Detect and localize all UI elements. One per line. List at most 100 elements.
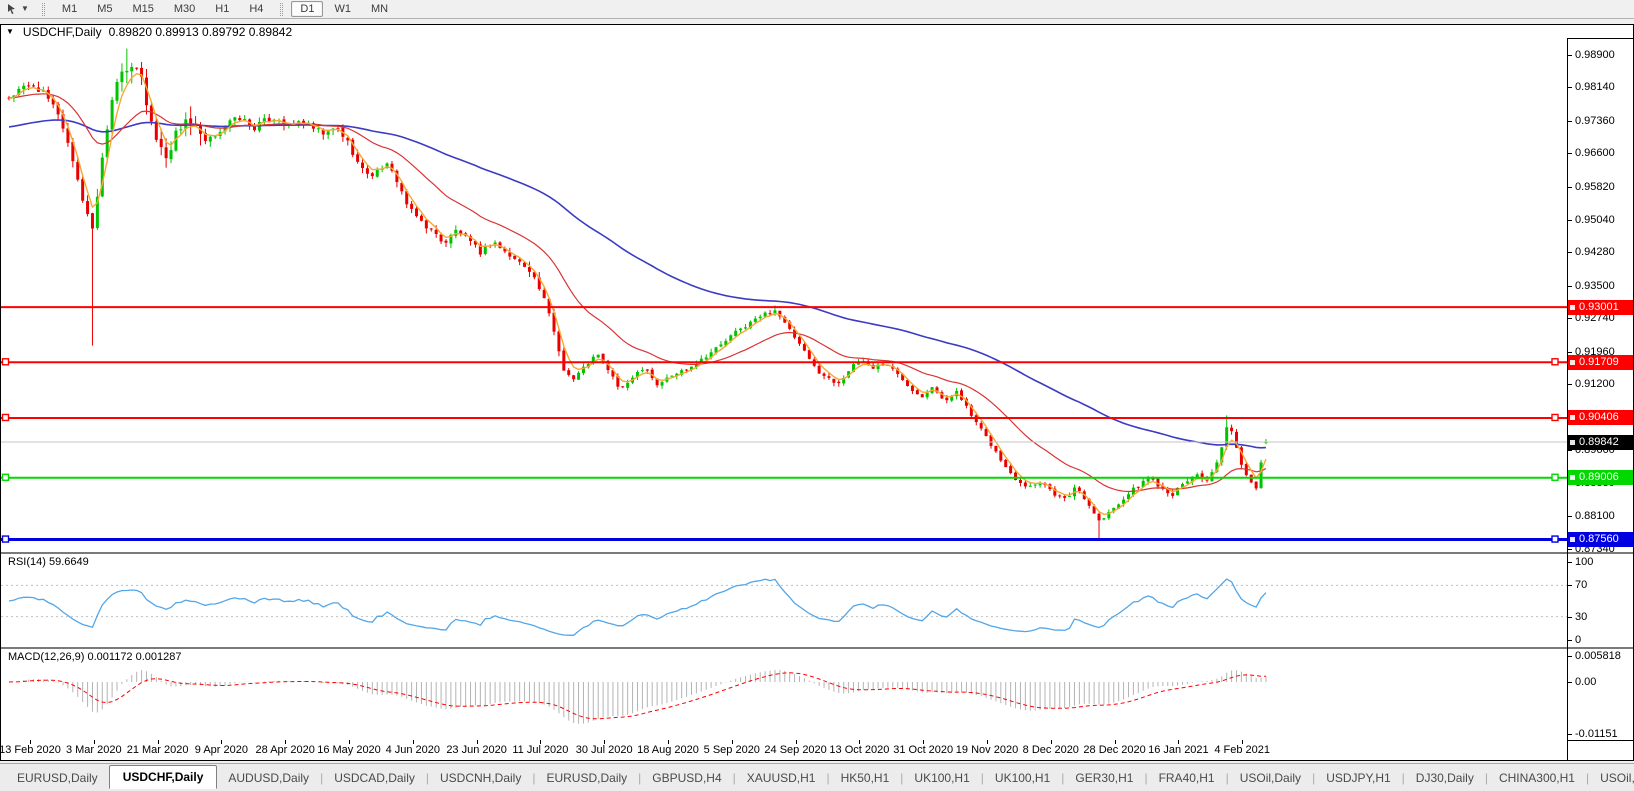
current-price-badge[interactable]: 0.89842 (1568, 434, 1633, 450)
date-axis-tick (349, 740, 350, 744)
chart-tab-label: EURUSD,Daily (546, 770, 628, 785)
timeframe-button-m5[interactable]: M5 (97, 3, 113, 15)
price-axis-tick (1568, 219, 1572, 221)
chart-tab-usdcnh-daily[interactable]: USDCNH,Daily (429, 764, 532, 791)
chart-tab-label: HK50,H1 (840, 770, 890, 785)
rsi-axis-label: 70 (1575, 579, 1588, 592)
line-marker-square (1570, 304, 1575, 310)
level-price-badge[interactable]: 0.89006 (1568, 470, 1633, 486)
chart-tab-label: GER30,H1 (1075, 770, 1134, 785)
line-marker-square (1570, 439, 1575, 445)
date-axis-tick (540, 740, 542, 744)
chart-ohlc-values: 0.89820 0.89913 0.89792 0.89842 (108, 24, 293, 39)
chart-tab-china300-h1[interactable]: CHINA300,H1 (1488, 764, 1586, 791)
level-price-badge[interactable]: 0.91709 (1568, 354, 1633, 370)
tab-separator: | (826, 770, 830, 785)
macd-indicator-canvas[interactable] (1, 649, 1567, 740)
price-axis-tick (1568, 548, 1572, 550)
collapse-marker-icon[interactable]: ▼ (6, 27, 14, 36)
timeframe-button-m30[interactable]: M30 (173, 3, 196, 15)
tab-separator: | (638, 770, 642, 785)
chart-tab-xauusd-h1[interactable]: XAUUSD,H1 (736, 764, 827, 791)
price-axis-label: 0.97360 (1575, 114, 1615, 127)
panel-separator[interactable] (1, 552, 1633, 554)
chart-tab-eurusd-daily[interactable]: EURUSD,Daily (535, 764, 638, 791)
chart-tab-label: FRA40,H1 (1158, 770, 1215, 785)
line-anchor-square (1551, 413, 1559, 422)
crosshair-tool-icon[interactable] (6, 3, 18, 15)
timeframe-button-w1[interactable]: W1 (334, 3, 351, 15)
price-axis-tick (1568, 285, 1572, 287)
candlesticks (7, 48, 1268, 540)
level-price-badge[interactable]: 0.87560 (1568, 532, 1633, 548)
price-axis-tick (1568, 384, 1572, 386)
chart-tab-usdcad-daily[interactable]: USDCAD,Daily (323, 764, 426, 791)
chart-tab-dj30-daily[interactable]: DJ30,Daily (1405, 764, 1485, 791)
date-axis-tick (221, 740, 223, 744)
date-axis[interactable]: 13 Feb 2020 3 Mar 2020 21 Mar 2020 9 Apr 20… (0, 740, 1567, 760)
timeframe-button-mn[interactable]: MN (370, 3, 389, 15)
chart-tab-usdjpy-h1[interactable]: USDJPY,H1 (1315, 764, 1401, 791)
top-toolbar: ▼ M1 M5 M15 M30 H1 H4 D1 W1 MN (0, 0, 1634, 19)
price-axis-label: 0.95040 (1575, 213, 1615, 226)
chart-tab-audusd-daily[interactable]: AUDUSD,Daily (217, 764, 320, 791)
rsi-axis-label: 30 (1575, 610, 1588, 623)
chart-tab-label: USDCHF,Daily (108, 765, 218, 789)
price-axis-tick (1568, 120, 1572, 122)
price-axis-tick (1568, 87, 1572, 89)
date-axis-tick (412, 740, 414, 744)
macd-axis-label: 0.005818 (1575, 649, 1621, 662)
timeframe-button-h4[interactable]: H4 (249, 3, 264, 15)
date-axis-tick (285, 740, 287, 744)
level-price-badge[interactable]: 0.93001 (1568, 299, 1633, 315)
chart-tab-uk100-h1[interactable]: UK100,H1 (984, 764, 1061, 791)
chart-tab-fra40-h1[interactable]: FRA40,H1 (1148, 764, 1226, 791)
timeframe-button-m1[interactable]: M1 (61, 3, 78, 15)
macd-axis-label: -0.01151 (1575, 727, 1618, 740)
line-anchor-square (1551, 535, 1559, 543)
macd-label: MACD(12,26,9) 0.001172 0.001287 (8, 651, 182, 663)
price-axis-tick (1568, 516, 1572, 518)
tab-separator: | (1144, 770, 1148, 785)
line-marker-square (1570, 475, 1575, 481)
timeframe-button-m15[interactable]: M15 (132, 3, 154, 15)
timeframe-button-group: M1 M5 M15 M30 H1 H4 D1 W1 MN (52, 1, 398, 17)
chart-tab-uk100-h1[interactable]: UK100,H1 (903, 764, 980, 791)
chart-tab-label: CHINA300,H1 (1498, 770, 1575, 785)
price-axis-tick (1568, 318, 1572, 320)
macd-axis-label: 0.00 (1575, 676, 1597, 688)
chart-tab-usoil-daily[interactable]: USOil,Daily (1229, 764, 1312, 791)
date-axis-tick (1178, 740, 1180, 744)
date-axis-tick (1050, 740, 1052, 744)
panel-separator[interactable] (1, 647, 1633, 649)
tab-separator: | (1225, 770, 1229, 785)
timeframe-button-d1[interactable]: D1 (291, 1, 324, 17)
price-axis-label: 0.98900 (1575, 49, 1615, 61)
chart-tab-gbpusd-h4[interactable]: GBPUSD,H4 (641, 764, 732, 791)
macd-axis-tick (1568, 655, 1572, 657)
chart-tab-ger30-h1[interactable]: GER30,H1 (1064, 764, 1144, 791)
price-axis-label: 0.91200 (1575, 378, 1615, 391)
price-axis-label: 0.92740 (1575, 312, 1615, 325)
tool-dropdown-caret-icon[interactable]: ▼ (21, 4, 29, 13)
price-axis-tick (1568, 153, 1572, 155)
tab-separator: | (1484, 770, 1488, 785)
tab-separator: | (532, 770, 536, 785)
level-price-badge[interactable]: 0.90406 (1568, 410, 1633, 426)
chart-window: ▼ USDCHF,Daily 0.89820 0.89913 0.89792 0… (0, 24, 1634, 761)
rsi-indicator-canvas[interactable] (1, 554, 1567, 647)
chart-tab-label: UK100,H1 (914, 770, 970, 785)
date-axis-tick (859, 740, 861, 744)
date-axis-tick (30, 740, 31, 744)
chart-tab-label: XAUUSD,H1 (746, 770, 816, 785)
chart-tab-usdchf-daily[interactable]: USDCHF,Daily (108, 764, 218, 791)
date-axis-label: 31 Oct 2020 (893, 744, 954, 756)
toolbar-grip (41, 2, 45, 16)
chart-tab-eurusd-daily[interactable]: EURUSD,Daily (6, 764, 109, 791)
chart-tab-usoil-h1[interactable]: USOil,H1 (1589, 764, 1634, 791)
timeframe-button-h1[interactable]: H1 (215, 3, 230, 15)
main-price-chart-canvas[interactable] (1, 38, 1567, 552)
date-axis-label: 8 Dec 2020 (1022, 744, 1079, 756)
chart-tab-hk50-h1[interactable]: HK50,H1 (830, 764, 901, 791)
tab-separator: | (320, 770, 324, 785)
